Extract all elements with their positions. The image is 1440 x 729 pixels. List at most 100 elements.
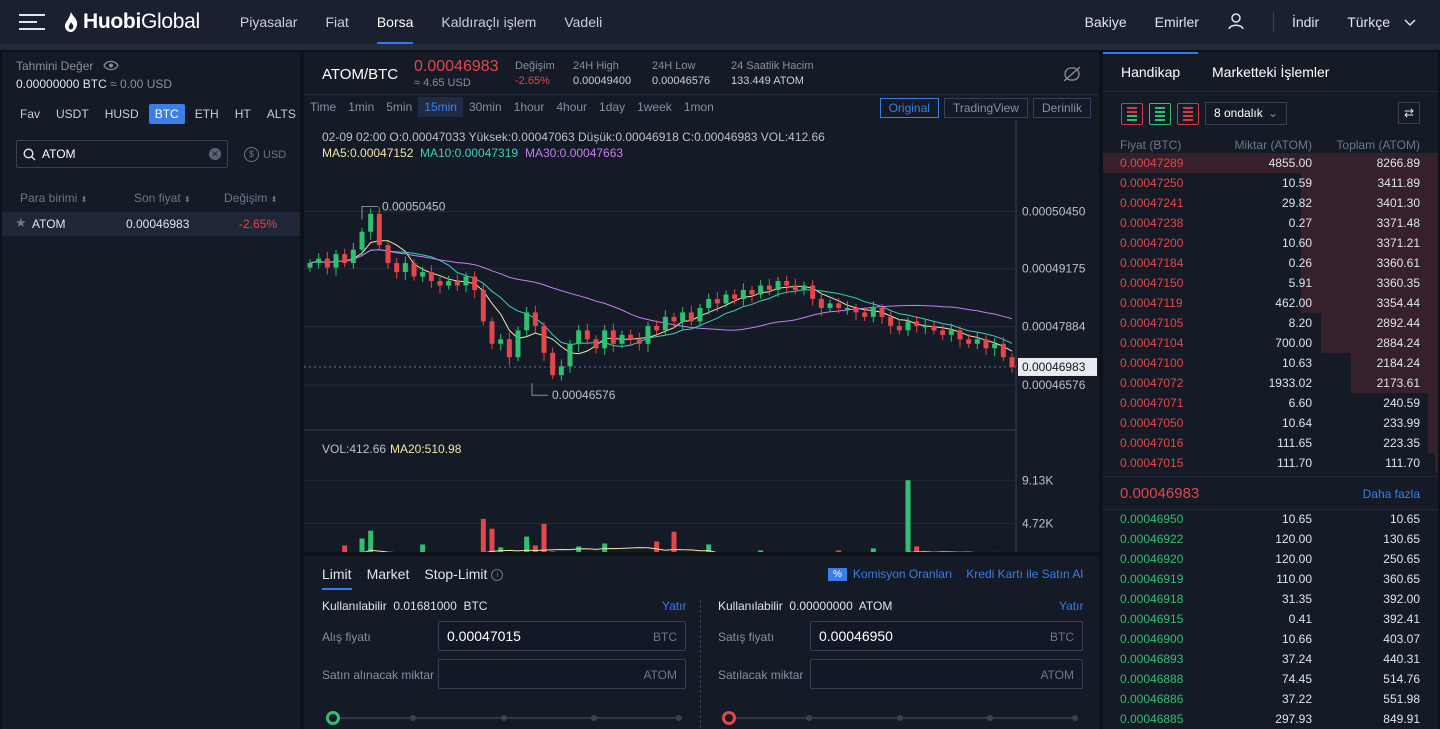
bid-row[interactable]: 0.00046919 110.00 360.65 [1103,569,1438,589]
both-sides-icon[interactable] [1121,102,1143,125]
ask-row[interactable]: 0.00047184 0.26 3360.61 [1103,253,1438,273]
interval-1week[interactable]: 1week [637,100,672,114]
interval-5min[interactable]: 5min [386,100,413,114]
star-icon[interactable]: ★ [15,215,27,230]
sell-amount-slider[interactable] [722,711,1078,725]
interval-30min[interactable]: 30min [468,100,502,114]
slider-step[interactable] [676,715,682,721]
col-price-header[interactable]: Son fiyat ⬍ [134,191,191,205]
ask-row[interactable]: 0.00047119 462.00 3354.44 [1103,293,1438,313]
col-change-header[interactable]: Değişim ⬍ [224,191,277,205]
ask-row[interactable]: 0.00047015 111.70 111.70 [1103,453,1438,473]
ask-row[interactable]: 0.00047104 700.00 2884.24 [1103,333,1438,353]
interval-1min[interactable]: 1min [348,100,375,114]
bid-row[interactable]: 0.00046918 31.35 392.00 [1103,589,1438,609]
tab-eth[interactable]: ETH [194,107,219,121]
more-link[interactable]: Daha fazla [1362,487,1420,501]
bid-row[interactable]: 0.00046922 120.00 130.65 [1103,529,1438,549]
nav-balance[interactable]: Bakiye [1084,14,1127,30]
sell-amount-input[interactable] [819,666,999,682]
tab-market-trades[interactable]: Marketteki İşlemler [1212,64,1330,80]
fees-link[interactable]: % Komisyon Oranları [828,567,952,581]
buy-amount-input[interactable] [447,666,627,682]
tab-btc[interactable]: BTC [148,104,185,124]
tab-orderbook[interactable]: Handikap [1102,52,1199,80]
ask-row[interactable]: 0.00047200 10.60 3371.21 [1103,233,1438,253]
bid-row[interactable]: 0.00046893 37.24 440.31 [1103,649,1438,669]
tab-limit[interactable]: Limit [322,566,352,590]
ask-row[interactable]: 0.00047072 1933.02 2173.61 [1103,373,1438,393]
view-original[interactable]: Original [879,98,939,118]
eye-icon[interactable] [102,60,119,71]
tab-husd[interactable]: HUSD [104,107,139,121]
tab-stop-limit[interactable]: Stop-Limit i [424,566,504,590]
slider-step[interactable] [501,715,507,721]
ask-row[interactable]: 0.00047150 5.91 3360.35 [1103,273,1438,293]
menu-icon[interactable] [19,9,45,35]
interval-15min[interactable]: 15min [418,97,463,117]
slider-knob[interactable] [722,711,736,725]
nav-download[interactable]: İndir [1291,14,1320,30]
interval-time[interactable]: Time [310,100,337,114]
tab-market[interactable]: Market [366,566,410,582]
decimals-select[interactable]: ⌄ 8 ondalık [1205,102,1287,125]
buy-price-input[interactable] [447,628,627,644]
chevron-down-icon[interactable] [1404,14,1416,30]
sell-deposit-link[interactable]: Yatır [1059,599,1084,613]
nav-orders[interactable]: Emirler [1154,14,1199,30]
bid-row[interactable]: 0.00046885 297.93 849.91 [1103,709,1438,729]
hide-chart-icon[interactable] [1063,66,1081,82]
brand-logo[interactable]: Huobi Global [63,10,200,34]
ask-row[interactable]: 0.00047050 10.64 233.99 [1103,413,1438,433]
slider-step[interactable] [897,715,903,721]
ask-row[interactable]: 0.00047105 8.20 2892.44 [1103,313,1438,333]
search-input[interactable] [42,147,192,161]
bid-row[interactable]: 0.00046888 74.45 514.76 [1103,669,1438,689]
tab-ht[interactable]: HT [234,107,251,121]
ask-row[interactable]: 0.00047241 29.82 3401.30 [1103,193,1438,213]
interval-1day[interactable]: 1day [599,100,626,114]
nav-margin[interactable]: Kaldıraçlı işlem [441,14,537,30]
usd-toggle[interactable]: $ USD [244,147,286,162]
buy-amount-slider[interactable] [326,711,682,725]
clear-search-icon[interactable]: ✕ [209,148,221,160]
slider-step[interactable] [806,715,812,721]
tab-fav[interactable]: Fav [20,107,41,121]
bids-only-icon[interactable] [1149,102,1171,125]
nav-fiat[interactable]: Fiat [325,14,349,30]
bid-row[interactable]: 0.00046915 0.41 392.41 [1103,609,1438,629]
col-pair-header[interactable]: Para birimi ⬍ [20,191,87,205]
nav-futures[interactable]: Vadeli [564,14,603,30]
slider-step[interactable] [1072,715,1078,721]
slider-knob[interactable] [326,711,340,725]
interval-4hour[interactable]: 4hour [556,100,588,114]
ask-row[interactable]: 0.00047250 10.59 3411.89 [1103,173,1438,193]
ask-row[interactable]: 0.00047238 0.27 3371.48 [1103,213,1438,233]
card-buy-link[interactable]: Kredi Kartı ile Satın Al [966,567,1083,581]
view-tradingview[interactable]: TradingView [943,98,1028,118]
language-select[interactable]: Türkçe [1347,14,1390,30]
slider-step[interactable] [987,715,993,721]
nav-markets[interactable]: Piyasalar [239,14,298,30]
bid-row[interactable]: 0.00046920 120.00 250.65 [1103,549,1438,569]
candlestick-chart[interactable]: 02-09 02:00 O:0.00047033 Yüksek:0.000470… [304,120,1099,552]
interval-1hour[interactable]: 1hour [513,100,545,114]
market-row[interactable]: ★ ATOM 0.00046983 -2.65% [2,212,300,236]
ask-row[interactable]: 0.00047100 10.63 2184.24 [1103,353,1438,373]
bid-row[interactable]: 0.00046900 10.66 403.07 [1103,629,1438,649]
ask-row[interactable]: 0.00047071 6.60 240.59 [1103,393,1438,413]
info-icon[interactable]: i [491,569,504,582]
slider-step[interactable] [591,715,597,721]
view-depth[interactable]: Derinlik [1032,98,1091,118]
sell-price-input[interactable] [819,628,999,644]
bid-row[interactable]: 0.00046886 37.22 551.98 [1103,689,1438,709]
nav-exchange[interactable]: Borsa [376,0,413,44]
tab-alts[interactable]: ALTS [266,107,296,121]
buy-deposit-link[interactable]: Yatır [662,599,687,613]
asks-only-icon[interactable] [1177,102,1199,125]
bid-row[interactable]: 0.00046950 10.65 10.65 [1103,509,1438,529]
ask-row[interactable]: 0.00047289 4855.00 8266.89 [1103,153,1438,173]
ask-row[interactable]: 0.00047016 111.65 223.35 [1103,433,1438,453]
interval-1mon[interactable]: 1mon [683,100,714,114]
swap-icon[interactable]: ⇄ [1398,102,1420,124]
